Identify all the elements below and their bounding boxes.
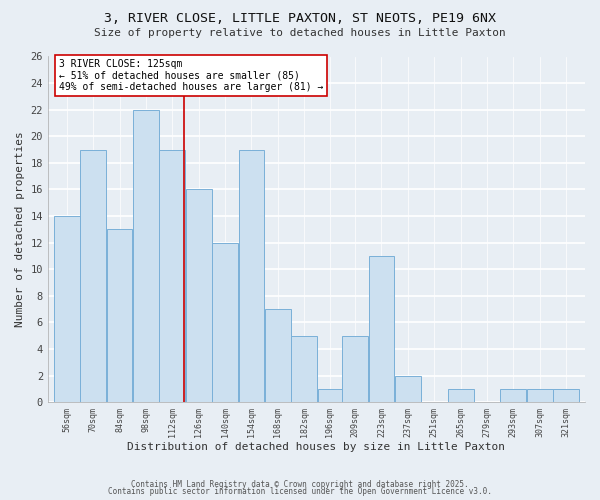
Bar [317,389,341,402]
Text: Contains HM Land Registry data © Crown copyright and database right 2025.: Contains HM Land Registry data © Crown c… [131,480,469,489]
Bar [212,242,238,402]
Bar [186,190,212,402]
Bar [527,389,553,402]
Text: 3, RIVER CLOSE, LITTLE PAXTON, ST NEOTS, PE19 6NX: 3, RIVER CLOSE, LITTLE PAXTON, ST NEOTS,… [104,12,496,26]
Bar [80,150,106,402]
Bar [368,256,394,402]
Bar [553,389,579,402]
Text: 3 RIVER CLOSE: 125sqm
← 51% of detached houses are smaller (85)
49% of semi-deta: 3 RIVER CLOSE: 125sqm ← 51% of detached … [59,59,323,92]
Bar [160,150,185,402]
Bar [291,336,317,402]
Bar [395,376,421,402]
X-axis label: Distribution of detached houses by size in Little Paxton: Distribution of detached houses by size … [127,442,505,452]
Bar [54,216,80,402]
Bar [239,150,265,402]
Bar [500,389,526,402]
Bar [265,309,291,402]
Text: Size of property relative to detached houses in Little Paxton: Size of property relative to detached ho… [94,28,506,38]
Bar [342,336,368,402]
Bar [107,230,133,402]
Text: Contains public sector information licensed under the Open Government Licence v3: Contains public sector information licen… [108,487,492,496]
Bar [448,389,473,402]
Bar [133,110,159,402]
Y-axis label: Number of detached properties: Number of detached properties [15,132,25,327]
